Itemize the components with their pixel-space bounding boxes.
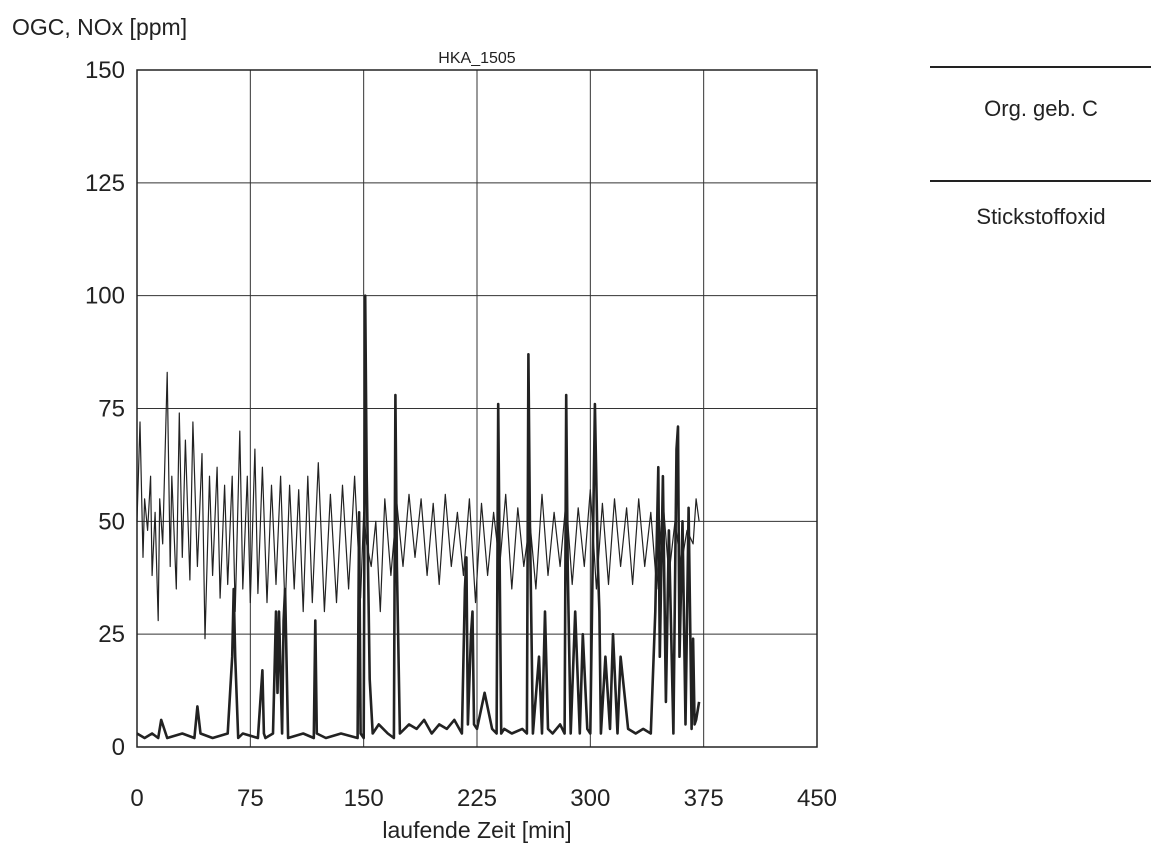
y-tick-label-4: 100 — [85, 283, 125, 310]
y-tick-label-3: 75 — [98, 396, 125, 423]
y-tick-label-5: 125 — [85, 170, 125, 197]
legend-label-org-geb-c: Org. geb. C — [984, 96, 1098, 121]
x-tick-label-2: 150 — [344, 785, 384, 812]
series-group — [136, 294, 701, 740]
x-tick-label-1: 75 — [237, 785, 264, 812]
plot-border — [136, 69, 818, 748]
y-tick-label-0: 0 — [112, 734, 125, 761]
y-axis-label: OGC, NOx [ppm] — [12, 14, 188, 40]
legend-line-stickstoffoxid — [930, 180, 1151, 182]
x-tick-label-3: 225 — [457, 785, 497, 812]
legend: Org. geb. C Stickstoffoxid — [930, 0, 1151, 848]
x-tick-label-6: 450 — [797, 785, 837, 812]
y-tick-label-6: 150 — [85, 57, 125, 84]
x-tick-label-4: 300 — [570, 785, 610, 812]
x-axis-label: laufende Zeit [min] — [382, 817, 571, 843]
plot-frame — [136, 69, 818, 748]
chart-title: HKA_1505 — [438, 50, 515, 67]
grid-lines — [136, 69, 818, 748]
series-line-1 — [136, 294, 701, 740]
tick-labels: 0 75 150 225 300 375 450 0 25 50 75 100 125 150 — [85, 57, 837, 812]
x-tick-label-0: 0 — [130, 785, 143, 812]
y-tick-label-1: 25 — [98, 621, 125, 648]
series-line-0 — [136, 371, 700, 640]
legend-line-org-geb-c — [930, 66, 1151, 68]
y-tick-label-2: 50 — [98, 508, 125, 535]
legend-label-stickstoffoxid: Stickstoffoxid — [976, 204, 1106, 229]
x-tick-label-5: 375 — [684, 785, 724, 812]
